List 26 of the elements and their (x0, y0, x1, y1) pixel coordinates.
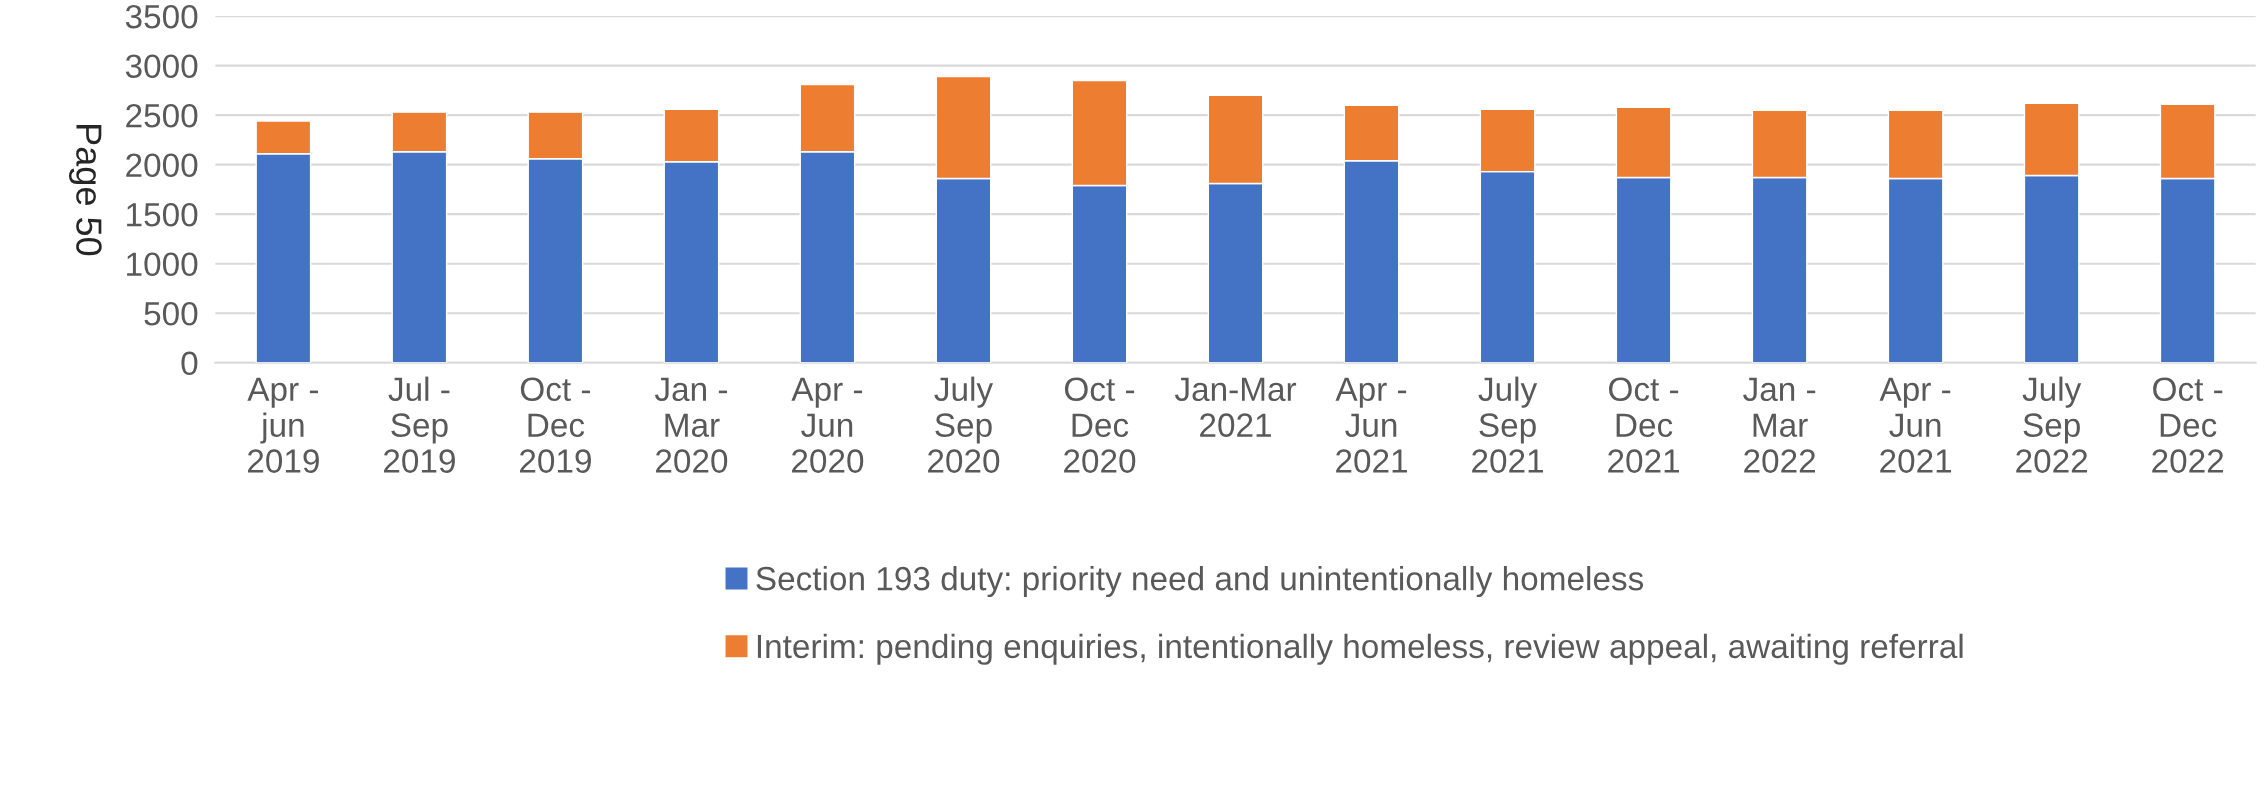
x-tick-label: Apr - Jun 2021 (1335, 377, 1407, 473)
x-tick-label: July Sep 2022 (2016, 376, 2088, 473)
x-tick-label: Jul - Sep 2019 (384, 376, 455, 473)
y-tick-label: 1000 (127, 252, 198, 277)
y-tick-label: 2000 (126, 153, 198, 178)
x-tick-label: Apr - Jun 2021 (1879, 377, 1952, 473)
x-tick-label: Oct - Dec 2021 (1608, 377, 1680, 473)
x-tick-label: Jan - Mar 2020 (654, 377, 728, 473)
y-axis-title: Page 50 (69, 125, 102, 256)
y-tick-label: 3000 (125, 54, 198, 79)
x-tick-label: July Sep 2020 (928, 376, 1000, 473)
x-tick-label: Jan-Mar 2021 (1174, 377, 1297, 437)
y-tick-label: 500 (144, 301, 198, 326)
x-tick-label: Jan - Mar 2022 (1743, 377, 1816, 473)
x-tick-label: Oct - Dec 2022 (2152, 377, 2224, 473)
legend-label: Section 193 duty: priority need and unintentionally homeless (756, 565, 1644, 598)
x-tick-label: Oct - Dec 2020 (1064, 377, 1136, 473)
legend-label: Interim: pending enquiries, intentionally homeless, review appeal, awaiting referral (757, 633, 1963, 665)
x-tick-label: Apr - Jun 2020 (791, 377, 864, 473)
y-tick-label: 3500 (125, 4, 198, 29)
x-tick-label: Apr - jun 2019 (247, 377, 319, 473)
y-tick-label: 0 (181, 351, 198, 376)
y-tick-label: 1500 (127, 202, 198, 227)
y-tick-label: 2500 (126, 103, 198, 128)
x-tick-label: Oct - Dec 2019 (520, 377, 591, 473)
x-tick-label: July Sep 2021 (1472, 376, 1544, 473)
